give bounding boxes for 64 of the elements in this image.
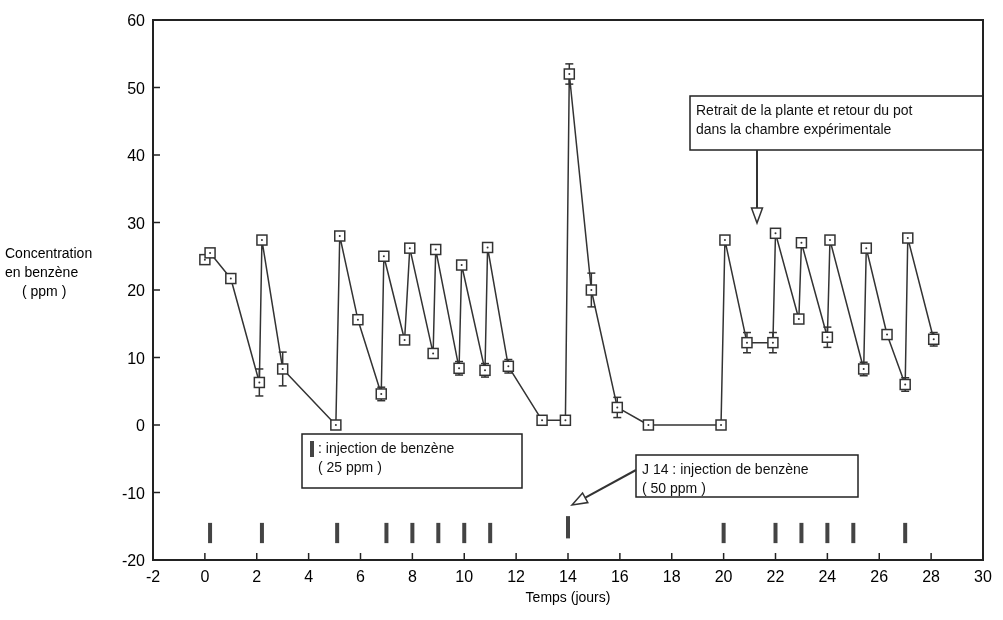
- point: [330, 419, 342, 431]
- point: [225, 272, 237, 285]
- x-tick-label: 10: [455, 568, 474, 585]
- point: [741, 336, 753, 349]
- point: [455, 259, 468, 271]
- x-tick-label: 28: [922, 568, 941, 585]
- point: [563, 68, 576, 80]
- point: [276, 363, 289, 375]
- point: [585, 284, 598, 296]
- point: [481, 241, 494, 254]
- point: [429, 243, 442, 256]
- point: [427, 347, 439, 360]
- point: [767, 336, 779, 349]
- x-tick-label: 4: [304, 568, 314, 585]
- x-tick-label: 18: [662, 568, 681, 585]
- annotation: Retrait de la plante et retour du pot dans la chambre expérimentale: [696, 102, 913, 137]
- x-tick-label: 30: [974, 568, 992, 585]
- point: [719, 234, 731, 246]
- point: [793, 313, 805, 325]
- x-tick-label: 16: [610, 568, 629, 585]
- annotation: : injection de benzène ( 25 ppm ): [318, 440, 455, 475]
- point: [204, 247, 216, 259]
- point: [769, 227, 782, 240]
- y-tick-label: -20: [121, 552, 146, 569]
- point: [559, 414, 572, 427]
- x-axis-title: Temps (jours): [525, 589, 611, 605]
- y-tick-label: -10: [121, 484, 146, 502]
- point: [821, 331, 834, 343]
- y-tick-label: 0: [136, 417, 146, 434]
- y-tick-label: 10: [127, 349, 146, 367]
- y-tick-label: 60: [127, 12, 146, 29]
- point: [611, 401, 624, 414]
- x-tick-label: 24: [818, 568, 837, 585]
- y-tick-label: 20: [127, 282, 146, 299]
- point: [334, 230, 346, 242]
- point: [860, 242, 873, 254]
- point: [881, 328, 893, 341]
- point: [824, 234, 836, 246]
- y-axis-title: Concentration en benzène ( ppm ): [5, 245, 93, 299]
- point: [256, 234, 268, 246]
- point: [253, 376, 266, 389]
- y-tick-label: 40: [127, 147, 146, 164]
- point: [536, 414, 548, 427]
- x-tick-label: 8: [407, 568, 417, 585]
- point: [715, 419, 727, 431]
- y-tick-label: 30: [127, 214, 146, 232]
- point: [642, 419, 655, 431]
- point: [352, 313, 364, 326]
- y-tick-label: 50: [127, 79, 146, 97]
- point: [378, 250, 390, 262]
- x-tick-label: 22: [766, 568, 785, 585]
- point: [398, 334, 411, 346]
- x-tick-label: 12: [507, 568, 526, 585]
- x-tick-label: 0: [200, 568, 210, 585]
- x-tick-label: 14: [559, 568, 577, 585]
- point: [902, 232, 914, 244]
- point: [795, 237, 808, 249]
- x-tick-label: -2: [145, 568, 161, 585]
- x-tick-label: 6: [356, 568, 366, 585]
- point: [404, 242, 416, 254]
- annotation: J 14 : injection de benzène ( 50 ppm ): [642, 461, 809, 496]
- x-tick-label: 2: [252, 568, 262, 585]
- x-tick-label: 26: [870, 568, 889, 585]
- x-tick-label: 20: [714, 568, 733, 585]
